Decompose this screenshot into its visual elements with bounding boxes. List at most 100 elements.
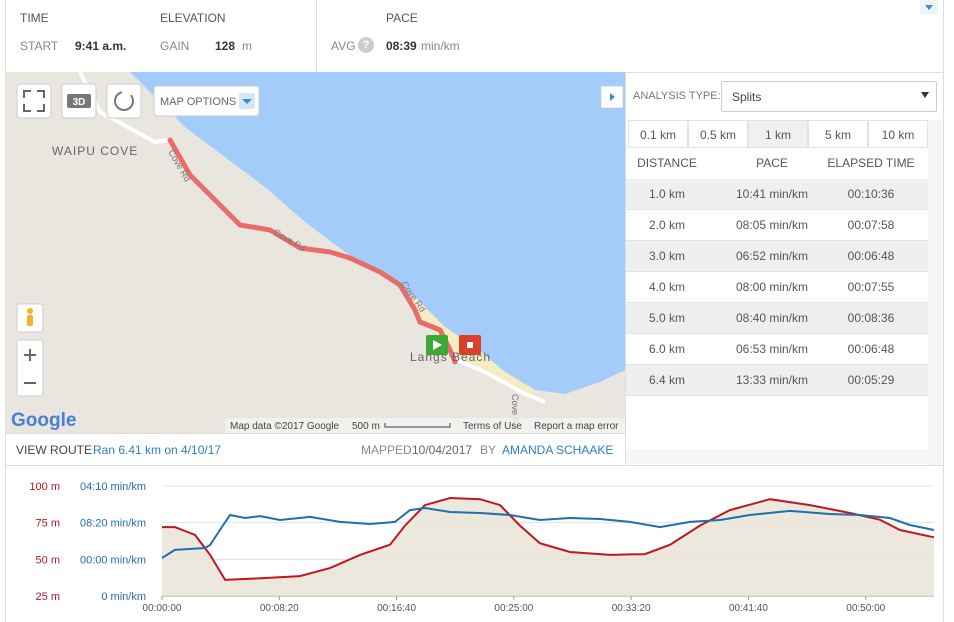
map-options-button[interactable]: MAP OPTIONS xyxy=(153,85,260,117)
scale-label: 500 m xyxy=(352,421,380,432)
table-cell: 3.0 km xyxy=(648,249,685,263)
start-value: 9:41 a.m. xyxy=(75,39,127,53)
table-row xyxy=(626,365,928,396)
table-cell: 6.0 km xyxy=(648,342,685,356)
y2-tick-label: 0 min/km xyxy=(101,591,146,603)
table-cell: 00:10:36 xyxy=(847,187,895,201)
3d-button[interactable]: 3D xyxy=(61,83,97,119)
y-tick-label: 50 m xyxy=(36,554,60,566)
report-link[interactable]: Report a map error xyxy=(534,421,619,432)
button-bg xyxy=(16,339,44,397)
mapped-label: MAPPED xyxy=(361,443,412,457)
attribution-bg xyxy=(225,418,625,433)
table-row xyxy=(626,272,928,303)
chart-divider xyxy=(5,465,943,466)
x-tick-label: 00:50:00 xyxy=(846,603,885,614)
analysis-type-value: Splits xyxy=(732,90,762,104)
table-cell: 10:41 min/km xyxy=(735,187,809,201)
rotate-button[interactable] xyxy=(106,83,142,119)
zoom-control[interactable] xyxy=(16,339,44,397)
by-label: BY xyxy=(480,443,497,457)
zoom-icons xyxy=(24,349,36,384)
scrollbar xyxy=(928,120,942,465)
table-row xyxy=(626,303,928,334)
terms-link[interactable]: Terms of Use xyxy=(463,421,522,432)
table-cell: 6.4 km xyxy=(648,373,685,387)
table-cell: 2.0 km xyxy=(648,218,685,232)
pegman-icon xyxy=(27,315,33,326)
button-bg xyxy=(106,83,142,119)
table-cell: 00:08:36 xyxy=(847,311,895,325)
scrollbar xyxy=(626,449,928,464)
tab[interactable]: 1 km xyxy=(748,120,808,148)
pace-label: PACE xyxy=(386,11,418,25)
map[interactable]: WAIPU COVE Cove Rd Cove Rd Cove Rd Cove … xyxy=(5,72,625,433)
y-tick-label: 75 m xyxy=(36,518,60,530)
y2-tick-label: 00:00 min/km xyxy=(80,554,146,566)
pegman-icon xyxy=(27,308,33,314)
analysis-type-label: ANALYSIS TYPE: xyxy=(633,90,721,102)
road xyxy=(449,355,546,404)
chart: 25 m 50 m 75 m 100 m 0 min/km 00:00 min/km 08:… xyxy=(29,481,935,614)
table-row xyxy=(626,241,928,272)
route-bar xyxy=(5,433,625,466)
road-label: Cove Rd xyxy=(510,394,520,429)
elevation-label: ELEVATION xyxy=(160,11,226,25)
table-row xyxy=(626,334,928,365)
x-tick-label: 00:33:20 xyxy=(612,603,651,614)
view-route-label: VIEW ROUTE xyxy=(16,443,93,457)
x-tick-label: 00:00:00 xyxy=(143,603,182,614)
map-data: Map data ©2017 Google xyxy=(230,421,340,432)
analysis-panel xyxy=(625,72,944,465)
panel-toggle[interactable] xyxy=(601,86,623,108)
fullscreen-button[interactable] xyxy=(16,83,52,119)
collapse-toggle[interactable] xyxy=(920,0,938,14)
y-tick-label: 100 m xyxy=(29,481,60,493)
sea xyxy=(130,72,625,394)
button-icon xyxy=(23,90,45,112)
table-cell: 00:05:29 xyxy=(847,373,895,387)
analysis-type-select[interactable] xyxy=(721,81,937,112)
table-row xyxy=(626,210,928,241)
route-description[interactable]: Ran 6.41 km on 4/10/17 xyxy=(93,443,222,457)
x-tick-label: 00:16:40 xyxy=(377,603,416,614)
gain-value: 128 xyxy=(215,39,236,53)
beach-label: Langs Beach xyxy=(410,350,491,364)
help-icon[interactable]: ? xyxy=(358,37,374,53)
gain-label: GAIN xyxy=(160,39,190,53)
pegman[interactable] xyxy=(16,303,44,333)
avg-value: 08:39 xyxy=(386,39,417,53)
author-link[interactable]: AMANDA SCHAAKE xyxy=(502,443,614,457)
route xyxy=(167,137,458,365)
tab[interactable]: 10 km xyxy=(868,120,928,148)
start-icon xyxy=(433,340,442,350)
toggle-arrow xyxy=(610,93,615,101)
y2-tick-label: 04:10 min/km xyxy=(80,481,146,493)
column-header: DISTANCE xyxy=(637,156,697,170)
line xyxy=(162,496,935,581)
table-row xyxy=(626,179,928,210)
avg-unit: min/km xyxy=(421,39,460,53)
mapped-date: 10/04/2017 xyxy=(412,443,473,457)
tab[interactable]: 0.1 km xyxy=(628,120,688,148)
x-tick-label: 00:41:40 xyxy=(729,603,768,614)
table-cell: 00:06:48 xyxy=(847,249,895,263)
y2-tick-label: 08:20 min/km xyxy=(80,518,146,530)
x-tick-label: 00:25:00 xyxy=(494,603,533,614)
start-label: START xyxy=(20,39,59,53)
divider xyxy=(316,0,317,72)
tab[interactable]: 5 km xyxy=(808,120,868,148)
x-tick-label: 00:08:20 xyxy=(260,603,299,614)
3d-label: 3D xyxy=(73,97,86,108)
toggle-arrow xyxy=(925,5,933,10)
button-icon xyxy=(67,94,91,108)
table-cell: 08:00 min/km xyxy=(735,280,809,294)
area-label: WAIPU COVE xyxy=(52,144,138,158)
stats-header xyxy=(5,0,943,73)
select-arrow xyxy=(921,92,929,98)
tab[interactable]: 0.5 km xyxy=(688,120,748,148)
table-cell: 06:53 min/km xyxy=(735,342,809,356)
line xyxy=(161,506,935,559)
